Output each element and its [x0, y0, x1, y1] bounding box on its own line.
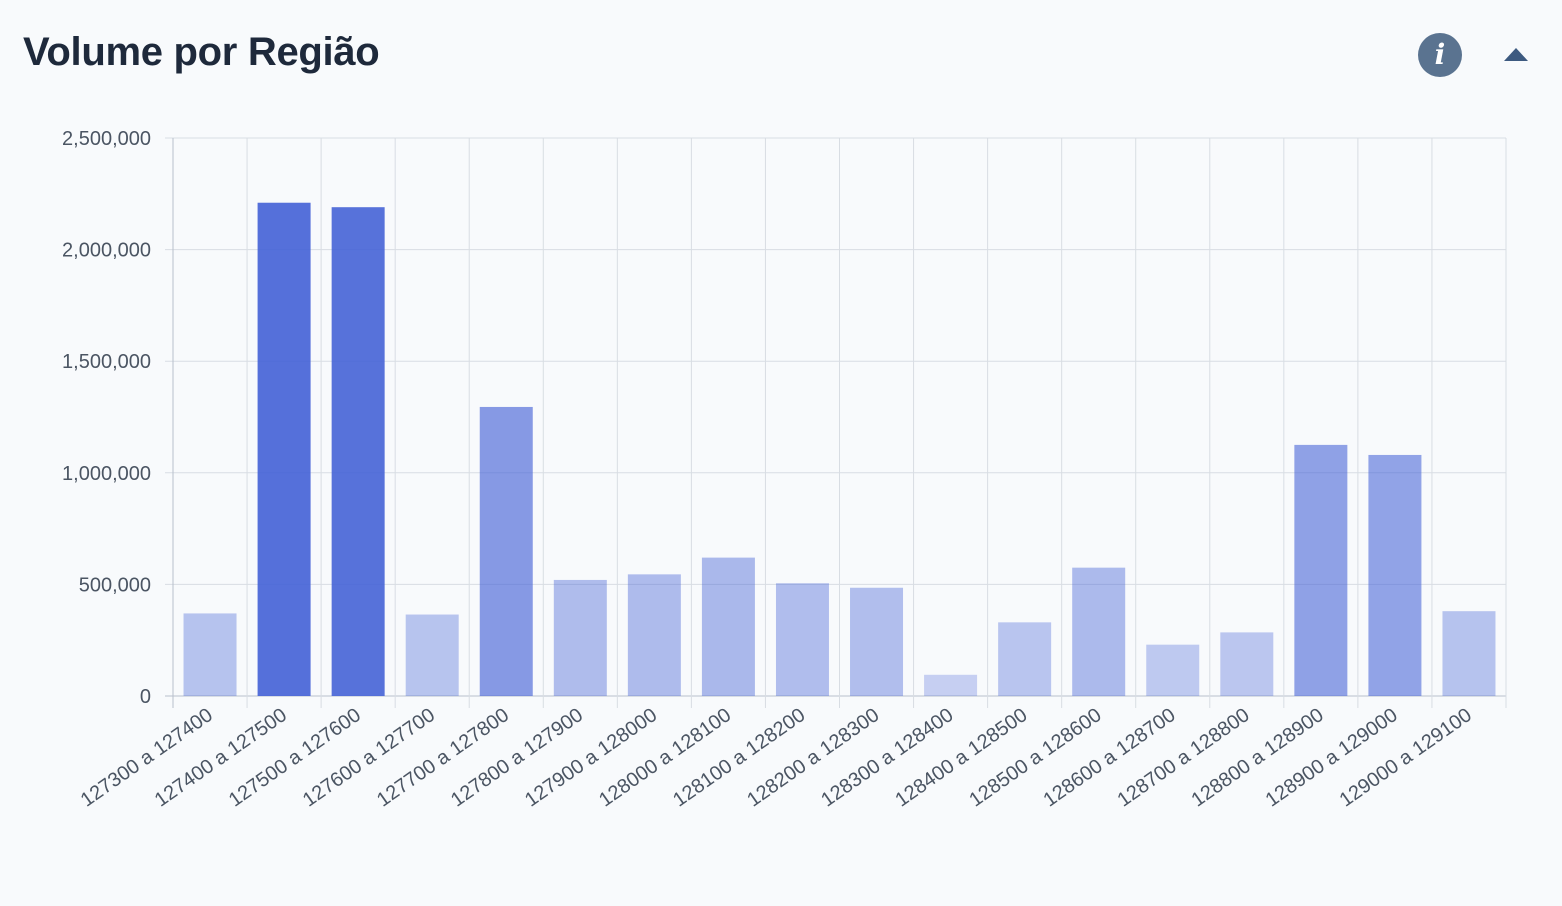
bars — [183, 202, 1496, 696]
x-tick-label: 127500 a 127600 — [225, 704, 365, 811]
y-tick-label: 2,000,000 — [62, 240, 151, 262]
bar — [183, 613, 237, 696]
bar — [479, 406, 533, 696]
x-tick-label: 127600 a 127700 — [299, 704, 439, 811]
bar — [331, 207, 385, 696]
collapse-button[interactable] — [1500, 44, 1532, 66]
y-tick-label: 1,500,000 — [62, 351, 151, 373]
x-tick-label: 128500 a 128600 — [965, 704, 1105, 811]
y-tick-label: 1,000,000 — [62, 463, 151, 485]
x-tick-label: 127400 a 127500 — [151, 704, 291, 811]
x-tick-label: 128900 a 129000 — [1262, 704, 1402, 811]
y-tick-label: 500,000 — [79, 574, 151, 596]
bar — [850, 587, 904, 696]
x-tick-label: 127900 a 128000 — [521, 704, 661, 811]
chart-title: Volume por Região — [23, 30, 380, 74]
bar — [257, 202, 311, 696]
bar — [1294, 444, 1348, 696]
x-tick-label: 128700 a 128800 — [1113, 704, 1253, 811]
x-tick-label: 127300 a 127400 — [77, 704, 217, 811]
x-tick-label: 128600 a 128700 — [1039, 704, 1179, 811]
x-tick-label: 127700 a 127800 — [373, 704, 513, 811]
x-tick-label: 127800 a 127900 — [447, 704, 587, 811]
bar — [1146, 644, 1200, 696]
x-tick-label: 128400 a 128500 — [891, 704, 1031, 811]
x-tick-label: 129000 a 129100 — [1336, 704, 1476, 811]
x-tick-label: 128000 a 128100 — [595, 704, 735, 811]
bar — [1368, 454, 1422, 696]
info-icon: i — [1434, 38, 1446, 71]
y-tick-label: 2,500,000 — [62, 128, 151, 150]
bar — [405, 614, 459, 696]
x-tick-label: 128200 a 128300 — [743, 704, 883, 811]
bar — [1442, 611, 1496, 696]
bar — [924, 674, 978, 696]
x-tick-label: 128800 a 128900 — [1188, 704, 1328, 811]
bar — [775, 583, 829, 696]
caret-up-icon — [1504, 48, 1528, 61]
bar — [998, 622, 1052, 696]
grid-lines — [165, 137, 1507, 708]
x-tick-label: 128300 a 128400 — [817, 704, 957, 811]
bar — [1072, 567, 1126, 696]
x-tick-label: 128100 a 128200 — [669, 704, 809, 811]
y-tick-label: 0 — [140, 686, 151, 708]
bar — [553, 579, 607, 696]
bar — [1220, 632, 1274, 696]
info-button[interactable]: i — [1418, 33, 1462, 77]
bar — [627, 574, 681, 696]
bar — [701, 557, 755, 696]
